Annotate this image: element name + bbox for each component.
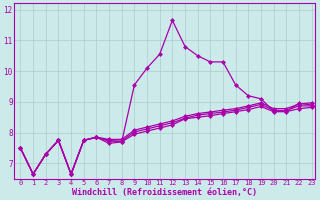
X-axis label: Windchill (Refroidissement éolien,°C): Windchill (Refroidissement éolien,°C) — [72, 188, 257, 197]
